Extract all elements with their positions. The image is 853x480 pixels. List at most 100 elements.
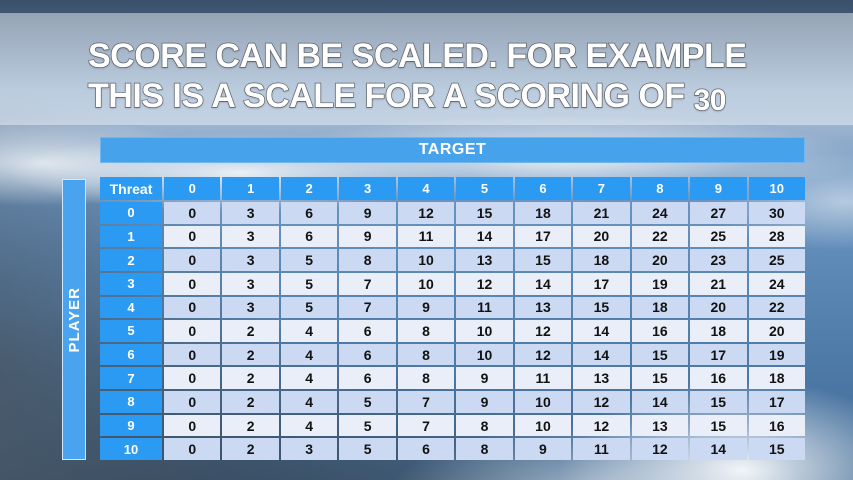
cell-0-6: 18 <box>514 202 572 224</box>
cell-8-10: 17 <box>748 391 805 413</box>
cell-6-5: 10 <box>456 343 513 366</box>
cell-7-4: 8 <box>397 367 455 390</box>
cell-3-10: 24 <box>748 272 805 295</box>
cell-7-1: 2 <box>222 367 279 390</box>
cell-5-3: 6 <box>339 320 396 342</box>
cell-8-6: 10 <box>514 391 572 413</box>
cell-9-0: 0 <box>164 414 221 437</box>
cell-7-5: 9 <box>456 367 513 390</box>
cell-3-6: 14 <box>514 272 572 295</box>
cell-3-3: 7 <box>339 272 396 295</box>
cell-10-3: 5 <box>339 438 396 460</box>
slide-title: SCORE CAN BE SCALED. FOR EXAMPLE THIS IS… <box>87 36 828 118</box>
col-header-10: 10 <box>748 177 805 200</box>
cell-7-0: 0 <box>164 367 221 390</box>
cell-7-9: 16 <box>690 367 747 390</box>
cell-10-8: 12 <box>631 438 689 460</box>
cell-6-10: 19 <box>748 343 805 366</box>
cell-10-9: 14 <box>690 438 747 460</box>
cell-1-0: 0 <box>164 225 221 248</box>
cell-10-10: 15 <box>748 438 805 460</box>
col-header-8: 8 <box>631 177 689 200</box>
cell-4-0: 0 <box>164 296 221 319</box>
cell-2-0: 0 <box>164 249 221 271</box>
cell-6-8: 15 <box>631 343 689 366</box>
cell-5-6: 12 <box>514 320 572 342</box>
cell-6-0: 0 <box>164 343 221 366</box>
cell-8-8: 14 <box>631 391 689 413</box>
cell-1-5: 14 <box>456 225 513 248</box>
cell-2-4: 10 <box>397 249 455 271</box>
cell-7-2: 4 <box>280 367 338 390</box>
cell-9-9: 15 <box>690 414 747 437</box>
cell-5-9: 18 <box>690 320 747 342</box>
cell-5-5: 10 <box>456 320 513 342</box>
cell-4-10: 22 <box>748 296 805 319</box>
cell-10-4: 6 <box>397 438 455 460</box>
cell-9-8: 13 <box>631 414 689 437</box>
cell-6-1: 2 <box>222 343 279 366</box>
cell-1-8: 22 <box>631 225 689 248</box>
cell-2-7: 18 <box>573 249 630 271</box>
cell-0-10: 30 <box>748 202 805 224</box>
cell-9-6: 10 <box>514 414 572 437</box>
cell-0-5: 15 <box>456 202 513 224</box>
cell-3-5: 12 <box>456 272 513 295</box>
cell-8-0: 0 <box>164 391 221 413</box>
cell-2-5: 13 <box>456 249 513 271</box>
cell-5-7: 14 <box>573 320 630 342</box>
cell-4-7: 15 <box>573 296 630 319</box>
cell-7-6: 11 <box>514 367 572 390</box>
row-header-2: 2 <box>100 249 162 271</box>
cell-5-8: 16 <box>631 320 689 342</box>
cell-0-2: 6 <box>280 202 338 224</box>
cell-2-2: 5 <box>280 249 338 271</box>
cell-6-3: 6 <box>339 343 396 366</box>
col-header-3: 3 <box>339 177 396 200</box>
cell-9-5: 8 <box>456 414 513 437</box>
cell-1-7: 20 <box>573 225 630 248</box>
row-header-8: 8 <box>100 391 162 413</box>
cell-7-3: 6 <box>339 367 396 390</box>
row-header-5: 5 <box>100 320 162 342</box>
cell-4-6: 13 <box>514 296 572 319</box>
cell-10-0: 0 <box>164 438 221 460</box>
cell-6-6: 12 <box>514 343 572 366</box>
cell-6-9: 17 <box>690 343 747 366</box>
cell-8-1: 2 <box>222 391 279 413</box>
cell-9-7: 12 <box>573 414 630 437</box>
cell-9-4: 7 <box>397 414 455 437</box>
cell-0-3: 9 <box>339 202 396 224</box>
cell-4-5: 11 <box>456 296 513 319</box>
corner-header-threat: Threat <box>100 177 162 200</box>
col-header-5: 5 <box>456 177 513 200</box>
cell-5-1: 2 <box>222 320 279 342</box>
cell-3-1: 3 <box>222 272 279 295</box>
row-header-10: 10 <box>100 438 162 460</box>
cell-1-2: 6 <box>280 225 338 248</box>
cell-1-10: 28 <box>748 225 805 248</box>
cell-7-7: 13 <box>573 367 630 390</box>
cell-3-4: 10 <box>397 272 455 295</box>
col-header-2: 2 <box>280 177 338 200</box>
cell-4-4: 9 <box>397 296 455 319</box>
cell-4-2: 5 <box>280 296 338 319</box>
cell-6-4: 8 <box>397 343 455 366</box>
cell-1-9: 25 <box>690 225 747 248</box>
cell-8-4: 7 <box>397 391 455 413</box>
cell-8-7: 12 <box>573 391 630 413</box>
title-line-2-text: THIS IS A SCALE FOR A SCORING OF <box>87 76 686 115</box>
cell-4-1: 3 <box>222 296 279 319</box>
cell-1-4: 11 <box>397 225 455 248</box>
cell-3-2: 5 <box>280 272 338 295</box>
cell-3-8: 19 <box>631 272 689 295</box>
cell-10-2: 3 <box>280 438 338 460</box>
cell-1-1: 3 <box>222 225 279 248</box>
col-header-4: 4 <box>397 177 455 200</box>
row-header-3: 3 <box>100 272 162 295</box>
cell-8-2: 4 <box>280 391 338 413</box>
cell-0-0: 0 <box>164 202 221 224</box>
cell-2-10: 25 <box>748 249 805 271</box>
row-header-9: 9 <box>100 414 162 437</box>
